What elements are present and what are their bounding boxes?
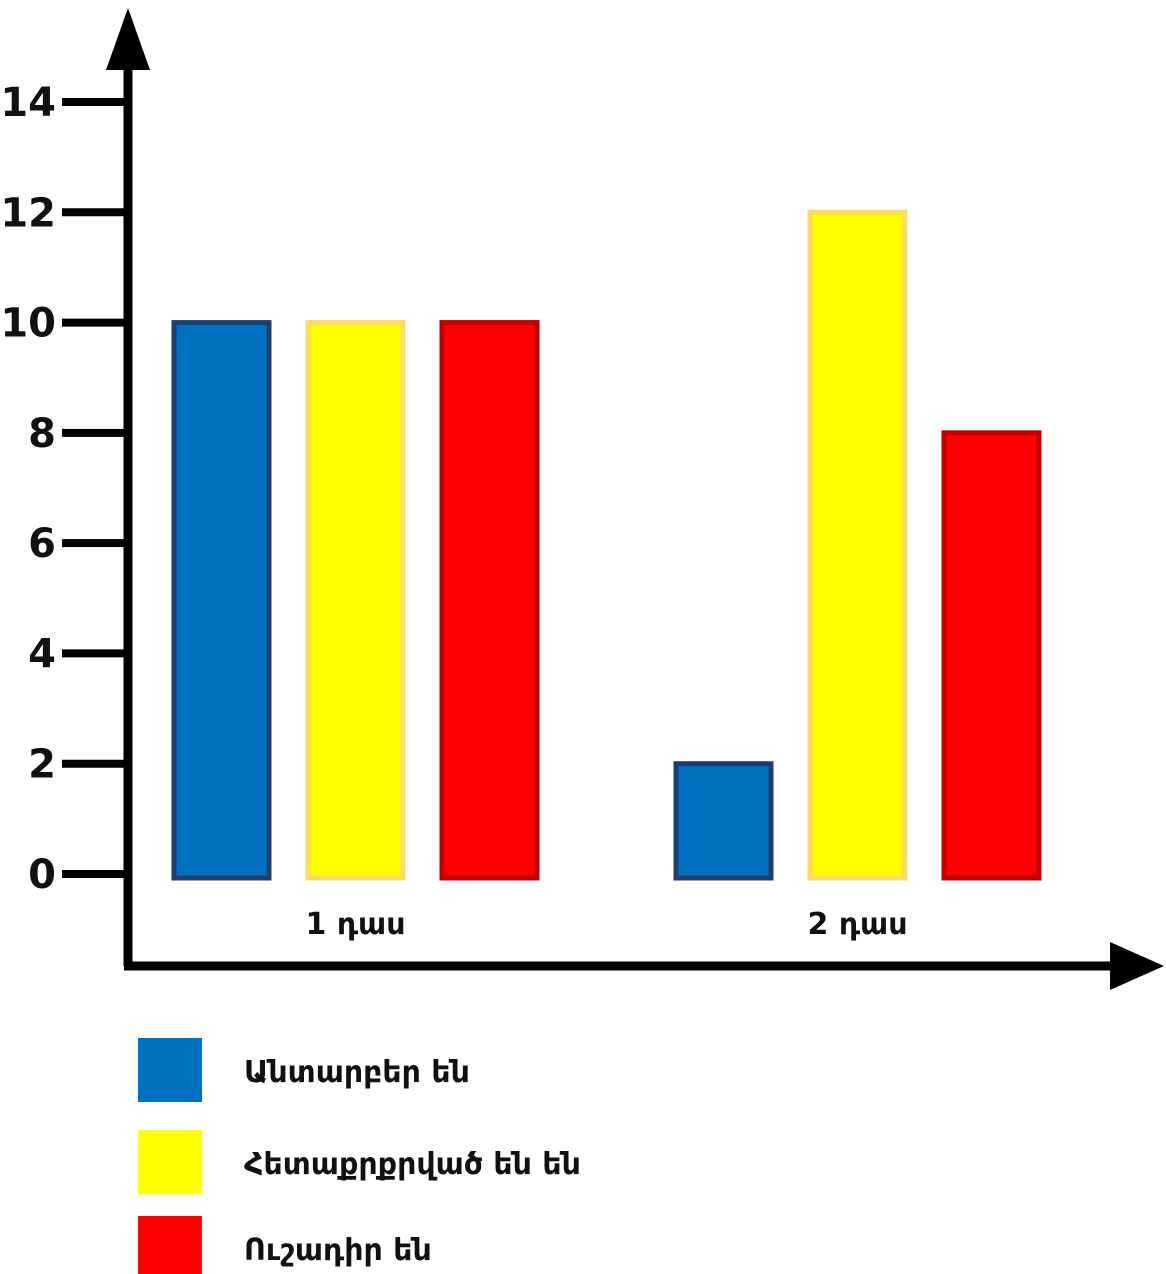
legend-swatch bbox=[138, 1038, 202, 1102]
legend: Անտարբեր են Հետաքրքրված են են Ուշադիր են bbox=[138, 1038, 581, 1274]
y-tick-label: 10 bbox=[0, 301, 56, 347]
legend-swatch bbox=[138, 1216, 202, 1274]
y-tick-label: 0 bbox=[28, 852, 56, 898]
bars bbox=[171, 209, 1042, 881]
bar bbox=[673, 761, 774, 881]
y-tick-label: 6 bbox=[28, 521, 56, 567]
x-category-label: 1 դաս bbox=[306, 907, 406, 942]
y-axis-arrow-icon bbox=[106, 8, 150, 70]
legend-label: Հետաքրքրված են են bbox=[244, 1147, 581, 1182]
bar bbox=[941, 430, 1042, 881]
bar bbox=[439, 320, 540, 881]
bar bbox=[305, 320, 406, 881]
legend-swatch bbox=[138, 1130, 202, 1194]
legend-label: Ուշադիր են bbox=[244, 1233, 432, 1268]
y-tick-label: 2 bbox=[28, 742, 56, 788]
y-tick-label: 14 bbox=[0, 80, 56, 126]
bar bbox=[807, 209, 908, 881]
y-tick-label: 12 bbox=[0, 190, 56, 236]
y-axis-ticks: 0 2 4 6 8 10 12 14 bbox=[0, 80, 128, 898]
legend-label: Անտարբեր են bbox=[244, 1055, 470, 1090]
category-labels: 1 դաս 2 դաս bbox=[306, 907, 908, 942]
x-category-label: 2 դաս bbox=[808, 907, 908, 942]
x-axis-arrow-icon bbox=[1110, 942, 1164, 990]
y-tick-label: 8 bbox=[28, 411, 56, 457]
bar bbox=[171, 320, 272, 881]
y-tick-label: 4 bbox=[28, 631, 56, 677]
